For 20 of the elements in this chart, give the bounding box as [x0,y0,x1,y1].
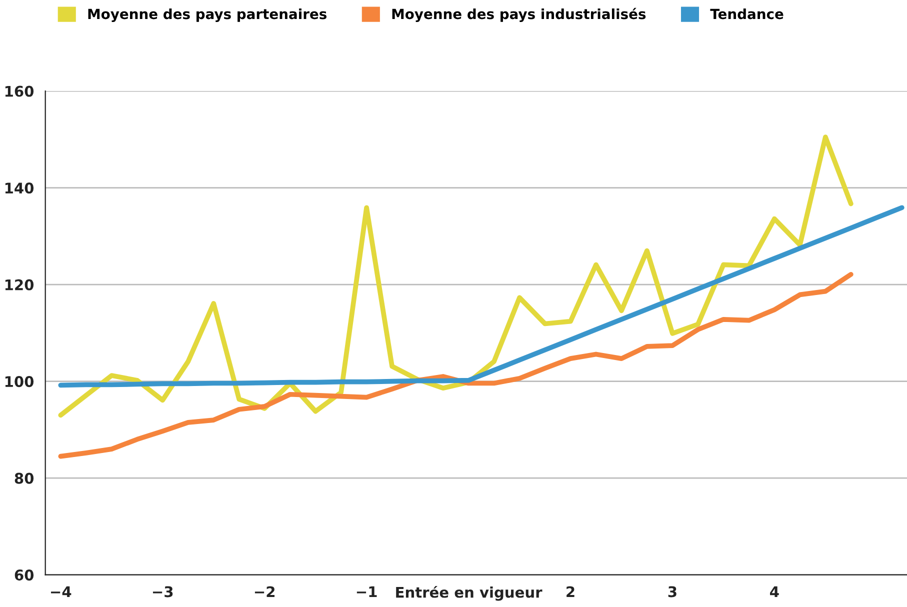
x-tick-label: −2 [254,586,274,598]
x-tick-label: Entrée en vigueur [396,586,542,601]
line-series [58,205,904,388]
line-series [58,272,854,459]
x-tick-label: −1 [356,586,377,598]
y-tick-label: 60 [14,570,34,581]
y-tick-label: 120 [5,279,34,290]
legend-label: Moyenne des pays industrialisés [392,8,646,22]
x-tick-label: −3 [152,586,173,598]
line-series [58,134,854,418]
x-tick-label: −4 [51,586,72,598]
x-tick-label: 2 [566,586,574,598]
y-tick-label: 160 [5,86,34,97]
x-tick-label: 3 [668,586,676,598]
legend-label: Moyenne des pays partenaires [88,8,327,22]
legend-label: Tendance [710,8,784,20]
y-tick-label: 80 [14,472,34,484]
y-tick-label: 100 [5,376,34,388]
y-tick-label: 140 [5,182,34,194]
x-tick-label: 4 [770,586,779,598]
